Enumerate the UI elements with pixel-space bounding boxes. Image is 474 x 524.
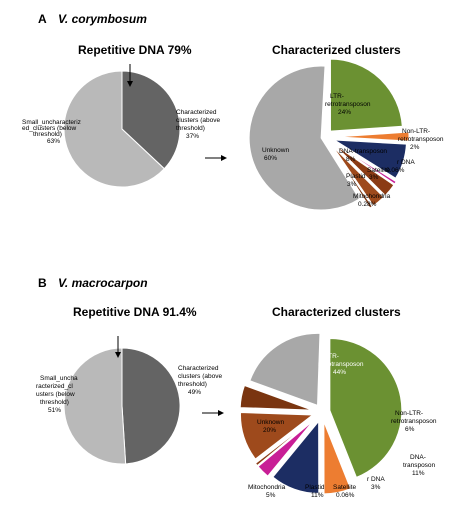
label-a2-nonltr-value: 2% [410,144,420,151]
label-b2-mito-value: 5% [266,492,276,499]
pie-b2-slice-r-dna [257,420,314,477]
pie-b2-slice-plastid [240,412,314,460]
pie-a1-slice-characterized-clusters-above-threshold [121,70,181,170]
pie-a2-slice-ltr-retrotransposon [329,58,403,132]
panel-b-clusters-heading: Characterized clusters [272,305,401,319]
pie-b1-slice-small-uncharacterized-clusters-below-threshold [63,347,127,465]
label-b2-rdna: r DNA [367,476,385,483]
panel-a-clusters-heading: Characterized clusters [272,43,401,57]
label-a2-mito-value: 0.28% [358,201,377,208]
label-a2-unknown: Unknown [262,147,289,154]
label-b2-ltr: LTR- [325,353,339,360]
label-b2-dna-value: 11% [412,470,425,477]
label-b1-small-value: 51% [48,407,61,414]
label-b2-ltr-value: 44% [333,369,346,376]
label-a1-small-value: 63% [47,138,60,145]
label-b2-ltr-2: retrotransposon [318,361,364,368]
label-a1-char-value: 37% [186,133,199,140]
pie-b2-slice-satellite [254,419,313,467]
label-b1-small-4: threshold) [40,399,69,406]
pie-a2-slice-dna-transposon [334,139,407,179]
label-a1-char-3: threshold) [176,125,205,132]
pie-b2-slice-dna-transposon [272,420,320,494]
pie-b2-slice-ltr-retrotransposon [329,337,403,479]
label-a2-ltr-2: retrotransposon [325,101,371,108]
pie-a1-slice-small-uncharacterized-clusters-below-threshold [63,70,165,188]
label-a2-mito: Mitochondria [353,193,391,200]
label-b1-char-3: threshold) [178,381,207,388]
panel-a-species: V. corymbosum [58,12,147,26]
label-b2-dna-2: transposon [403,462,436,469]
label-a1-small-2: ed_clusters (below [22,125,76,132]
label-b2-unknown-value: 20% [263,427,276,434]
panel-a-repetitive-heading: Repetitive DNA 79% [78,43,192,57]
label-a2-nonltr-2: retrotransposon [398,136,444,143]
panel-b-species: V. macrocarpon [58,276,148,290]
labels-group: Small_uncharacteriz ed_clusters (below 6… [22,93,444,499]
pies-group [63,58,410,495]
pie-b2-slice-unknown [249,332,321,407]
label-a2-satellite: Satellite [367,167,391,174]
label-a2-rdna-value: 0.06% [386,167,405,174]
panel-a-letter: A [38,12,47,26]
label-a1-small-3: threshold) [33,131,62,138]
pie-a2-slice-non-ltr-retrotransposon [336,131,410,142]
pie-b1-slice-characterized-clusters-above-threshold [121,347,181,465]
pie-a2-slice-r-dna [334,143,397,185]
pie-b2-slice-non-ltr-retrotransposon [323,421,352,495]
pie-a2-slice-satellite [333,144,395,197]
label-b2-unknown: Unknown [257,419,284,426]
panel-b-letter: B [38,276,47,290]
label-b2-nonltr-value: 6% [405,426,415,433]
label-a1-char-2: clusters (above [176,117,220,124]
label-b2-dna: DNA- [410,454,426,461]
label-b1-char: Characterized [178,365,219,372]
label-a2-dna-value: 8% [346,156,356,163]
label-b1-char-2: clusters (above [178,373,222,380]
pie-a2-slice-plastid [332,145,385,207]
label-a2-nonltr: Non-LTR- [402,128,430,135]
label-b2-plastid-value: 11% [311,492,324,499]
label-b1-small-3: usters (below [36,391,75,398]
label-b2-satellite: Satellite [333,484,357,491]
label-a2-rdna: r DNA [397,159,415,166]
label-b2-rdna-value: 3% [371,484,381,491]
label-b2-mito: Mitochondria [248,484,286,491]
label-b1-char-value: 49% [188,389,201,396]
label-a2-plastid-value: 3% [347,181,357,188]
label-b2-satellite-value: 0.06% [336,492,355,499]
label-a2-unknown-value: 60% [264,155,277,162]
label-b1-small: Small_uncha [40,375,78,382]
label-a2-dna: DNA-transposon [339,148,387,155]
label-a2-ltr: LTR- [330,93,344,100]
label-b1-small-2: racterized_cl [36,383,73,390]
panel-b-repetitive-heading: Repetitive DNA 91.4% [73,305,197,319]
pie-b2-slice-mitochondria [239,384,313,411]
label-b2-plastid: Plastid [305,484,325,491]
label-a2-ltr-value: 24% [338,109,351,116]
label-b2-nonltr: Non-LTR- [395,410,423,417]
pie-a2-slice-unknown [248,65,361,211]
label-b2-nonltr-2: retrotransposon [391,418,437,425]
label-a1-small: Small_uncharacteriz [22,119,81,126]
label-a2-satellite-value: 3% [369,174,379,181]
pie-a2-slice-mitochondria [331,146,373,209]
label-a1-char: Characterized [176,109,217,116]
label-a2-plastid: Plastid [346,173,366,180]
